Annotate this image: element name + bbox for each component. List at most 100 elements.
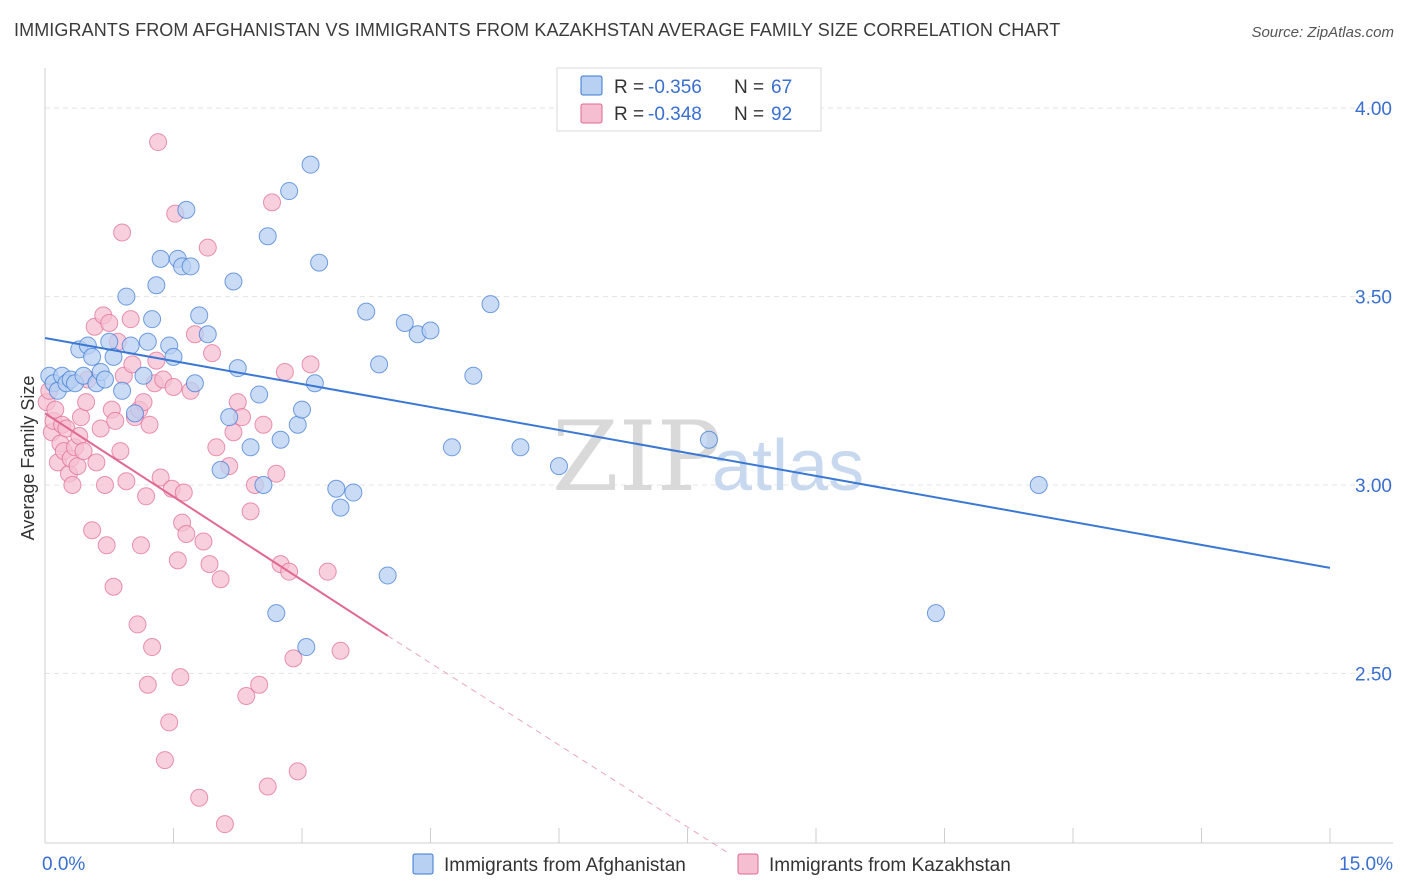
kazakhstan-point: [149, 133, 168, 152]
kazakhstan-point: [77, 393, 96, 412]
y-axis-label: Average Family Size: [18, 376, 38, 541]
kazakhstan-point: [131, 536, 150, 555]
kazakhstan-point: [113, 223, 132, 242]
afghanistan-point: [185, 374, 204, 393]
y-tick-label: 3.50: [1355, 288, 1392, 309]
afghanistan-point: [151, 249, 170, 268]
kazakhstan-point: [106, 411, 125, 430]
kazakhstan-point: [331, 641, 350, 660]
bottom-legend-label-kazakhstan: Immigrants from Kazakhstan: [769, 855, 1011, 876]
y-tick-labels: 2.50 3.00 3.50 4.00: [1355, 99, 1392, 685]
grid-lines: [45, 107, 1393, 674]
kazakhstan-points: [37, 133, 350, 834]
legend-n-value-afghanistan: 67: [771, 77, 792, 98]
afghanistan-point: [241, 438, 260, 457]
afghanistan-point: [198, 325, 217, 344]
kazakhstan-point: [174, 483, 193, 502]
kazakhstan-point: [241, 502, 260, 521]
kazakhstan-point: [200, 555, 219, 574]
kazakhstan-point: [71, 408, 90, 427]
y-tick-label: 3.00: [1355, 476, 1392, 497]
afghanistan-point: [370, 355, 389, 374]
legend-r-value-afghanistan: -0.356: [648, 77, 702, 98]
kazakhstan-point: [194, 532, 213, 551]
kazakhstan-point: [104, 577, 123, 596]
kazakhstan-point: [168, 551, 187, 570]
afghanistan-point: [481, 295, 500, 314]
afghanistan-point: [143, 310, 162, 329]
watermark-zip: ZIP: [552, 401, 721, 513]
kazakhstan-point: [171, 668, 190, 687]
correlation-legend: R = -0.356 N = 67 R = -0.348 N = 92: [556, 67, 822, 132]
afghanistan-point: [125, 404, 144, 423]
kazakhstan-point: [288, 762, 307, 781]
afghanistan-point: [258, 227, 277, 246]
afghanistan-point: [104, 347, 123, 366]
legend-swatch-afghanistan: [580, 75, 603, 96]
kazakhstan-point: [137, 487, 156, 506]
watermark-atlas: atlas: [712, 426, 864, 506]
kazakhstan-point: [228, 393, 247, 412]
afghanistan-point: [95, 370, 114, 389]
kazakhstan-point: [68, 457, 87, 476]
kazakhstan-point: [63, 475, 82, 494]
kazakhstan-point: [117, 472, 136, 491]
kazakhstan-point: [140, 415, 159, 434]
afghanistan-point: [288, 415, 307, 434]
y-tick-label: 2.50: [1355, 664, 1392, 685]
bottom-legend-swatch-afghanistan: [412, 853, 434, 875]
x-tick-labels: 0.0% 15.0%: [42, 854, 1393, 875]
kazakhstan-point: [237, 687, 256, 706]
afghanistan-point: [293, 400, 311, 419]
afghanistan-point: [250, 385, 269, 404]
y-tick-label: 4.00: [1355, 99, 1392, 120]
kazakhstan-point: [160, 713, 179, 732]
afghanistan-point: [464, 366, 483, 385]
legend-n-label-kazakhstan: N =: [734, 104, 764, 125]
kazakhstan-point: [275, 362, 294, 381]
kazakhstan-point: [155, 751, 174, 770]
kazakhstan-point: [121, 310, 140, 329]
kazakhstan-point: [100, 313, 119, 332]
afghanistan-point: [138, 332, 157, 351]
kazakhstan-point: [203, 344, 222, 363]
afghanistan-point: [280, 182, 299, 201]
kazakhstan-point: [74, 442, 93, 461]
afghanistan-point: [378, 566, 397, 585]
afghanistan-point: [177, 200, 196, 219]
x-tick-label: 0.0%: [42, 854, 85, 875]
afghanistan-point: [190, 306, 209, 325]
kazakhstan-point: [83, 521, 102, 540]
kazakhstan-point: [318, 562, 337, 581]
legend-n-label-afghanistan: N =: [734, 77, 764, 98]
kazakhstan-point: [250, 675, 269, 694]
afghanistan-point: [117, 287, 136, 306]
kazakhstan-point: [267, 464, 286, 483]
afghanistan-point: [220, 408, 239, 427]
kazakhstan-point: [211, 570, 230, 589]
afghanistan-point: [224, 272, 243, 291]
legend-r-value-kazakhstan: -0.348: [648, 104, 702, 125]
afghanistan-point: [134, 366, 153, 385]
kazakhstan-point: [147, 351, 166, 370]
kazakhstan-point: [128, 615, 147, 634]
afghanistan-point: [305, 374, 324, 393]
kazakhstan-point: [151, 468, 170, 487]
kazakhstan-point: [95, 475, 114, 494]
afghanistan-point: [442, 438, 461, 457]
kazakhstan-point: [143, 638, 162, 657]
afghanistan-point: [511, 438, 530, 457]
bottom-legend-swatch-kazakhstan: [737, 853, 759, 875]
afghanistan-point: [113, 381, 132, 400]
afghanistan-point: [344, 483, 363, 502]
kazakhstan-point: [258, 777, 277, 796]
afghanistan-point: [926, 604, 945, 623]
afghanistan-point: [331, 498, 350, 517]
kazakhstan-point: [91, 419, 110, 438]
source-credit: Source: ZipAtlas.com: [1251, 24, 1394, 41]
kazakhstan-point: [190, 788, 209, 807]
afghanistan-point: [357, 302, 376, 321]
afghanistan-point: [1029, 475, 1048, 494]
afghanistan-point: [267, 604, 286, 623]
afghanistan-point: [550, 457, 568, 476]
